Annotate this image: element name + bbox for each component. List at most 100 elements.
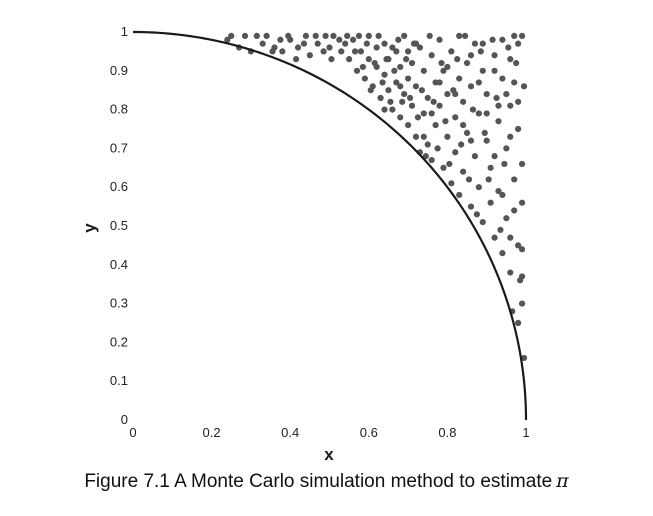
y-tick-label: 0.8 xyxy=(110,102,128,117)
scatter-point xyxy=(326,44,333,51)
scatter-point xyxy=(505,44,512,51)
scatter-point xyxy=(373,44,380,51)
scatter-point xyxy=(330,32,337,39)
scatter-points xyxy=(224,32,528,362)
x-tick-label: 0.2 xyxy=(203,425,221,440)
scatter-point xyxy=(405,75,412,82)
scatter-point xyxy=(473,211,480,218)
scatter-point xyxy=(412,83,420,90)
scatter-point xyxy=(420,110,427,117)
scatter-point xyxy=(497,226,504,233)
scatter-point xyxy=(515,40,522,47)
x-axis-ticks: 0 0.2 0.4 0.6 0.8 1 xyxy=(129,425,529,440)
scatter-point xyxy=(406,94,414,102)
scatter-point xyxy=(448,180,455,187)
scatter-point xyxy=(367,87,374,94)
quarter-circle-curve xyxy=(132,30,528,421)
scatter-point xyxy=(479,67,486,74)
scatter-point xyxy=(436,102,443,109)
scatter-point xyxy=(401,90,408,98)
scatter-point xyxy=(228,32,235,39)
scatter-point xyxy=(365,32,372,39)
scatter-point xyxy=(483,110,490,117)
scatter-point xyxy=(452,90,459,98)
scatter-point xyxy=(397,63,404,71)
scatter-point xyxy=(483,90,490,98)
x-tick-label: 0.4 xyxy=(281,425,299,440)
scatter-point xyxy=(456,32,463,39)
scatter-point xyxy=(346,56,353,63)
scatter-point xyxy=(465,176,473,183)
scatter-point xyxy=(501,160,508,168)
scatter-point xyxy=(460,122,467,129)
scatter-point xyxy=(253,32,260,39)
scatter-point xyxy=(491,234,498,241)
scatter-point xyxy=(471,153,479,160)
scatter-point xyxy=(518,199,526,206)
scatter-point xyxy=(477,48,484,55)
scatter-point xyxy=(412,40,420,47)
scatter-point xyxy=(403,56,410,63)
caption-text: Figure 7.1 A Monte Carlo simulation meth… xyxy=(84,471,553,492)
scatter-point xyxy=(475,110,482,117)
scatter-point xyxy=(507,102,514,109)
scatter-point xyxy=(458,141,465,148)
scatter-point xyxy=(442,118,449,125)
scatter-point xyxy=(328,56,335,63)
x-tick-label: 0 xyxy=(129,425,136,440)
scatter-point xyxy=(467,52,475,59)
scatter-point xyxy=(432,122,439,129)
x-tick-label: 0.6 xyxy=(360,425,378,440)
scatter-point xyxy=(420,67,427,74)
scatter-point xyxy=(507,133,514,140)
scatter-point xyxy=(520,83,528,90)
scatter-point xyxy=(446,160,453,168)
scatter-point xyxy=(469,106,477,113)
scatter-point xyxy=(434,145,441,152)
scatter-point xyxy=(495,102,502,109)
scatter-point xyxy=(389,44,396,51)
scatter-point xyxy=(428,52,435,59)
pi-symbol: π xyxy=(556,470,569,492)
scatter-point xyxy=(420,133,427,140)
scatter-point xyxy=(503,145,510,152)
scatter-point xyxy=(381,106,388,113)
scatter-point xyxy=(383,56,390,63)
scatter-point xyxy=(507,269,514,276)
scatter-point xyxy=(479,219,486,226)
scatter-point xyxy=(294,44,302,51)
scatter-point xyxy=(499,36,506,43)
scatter-point xyxy=(452,149,459,156)
scatter-point xyxy=(320,48,327,55)
scatter-point xyxy=(452,114,459,121)
scatter-point xyxy=(485,176,492,183)
y-tick-label: 0 xyxy=(121,412,128,427)
scatter-point xyxy=(518,300,526,307)
scatter-point xyxy=(515,125,522,133)
scatter-point xyxy=(338,48,345,55)
y-tick-label: 0.4 xyxy=(110,257,128,272)
scatter-point xyxy=(518,273,526,280)
scatter-point xyxy=(259,40,266,47)
scatter-point xyxy=(422,153,429,160)
scatter-point xyxy=(279,48,286,55)
scatter-point xyxy=(300,40,308,47)
y-tick-label: 0.6 xyxy=(110,179,128,194)
scatter-point xyxy=(391,67,398,74)
scatter-point xyxy=(489,36,496,43)
scatter-point xyxy=(444,63,451,71)
y-tick-label: 0.3 xyxy=(110,296,128,311)
scatter-point xyxy=(344,32,351,39)
scatter-point xyxy=(436,79,443,86)
scatter-point xyxy=(487,164,494,171)
scatter-point xyxy=(440,67,447,74)
scatter-point xyxy=(513,59,520,67)
scatter-point xyxy=(381,40,388,47)
y-tick-label: 0.1 xyxy=(110,373,128,388)
scatter-point xyxy=(336,36,343,43)
x-tick-label: 1 xyxy=(522,425,529,440)
scatter-point xyxy=(481,129,488,136)
scatter-point xyxy=(518,246,526,253)
scatter-point xyxy=(491,52,498,59)
scatter-point xyxy=(428,156,435,164)
